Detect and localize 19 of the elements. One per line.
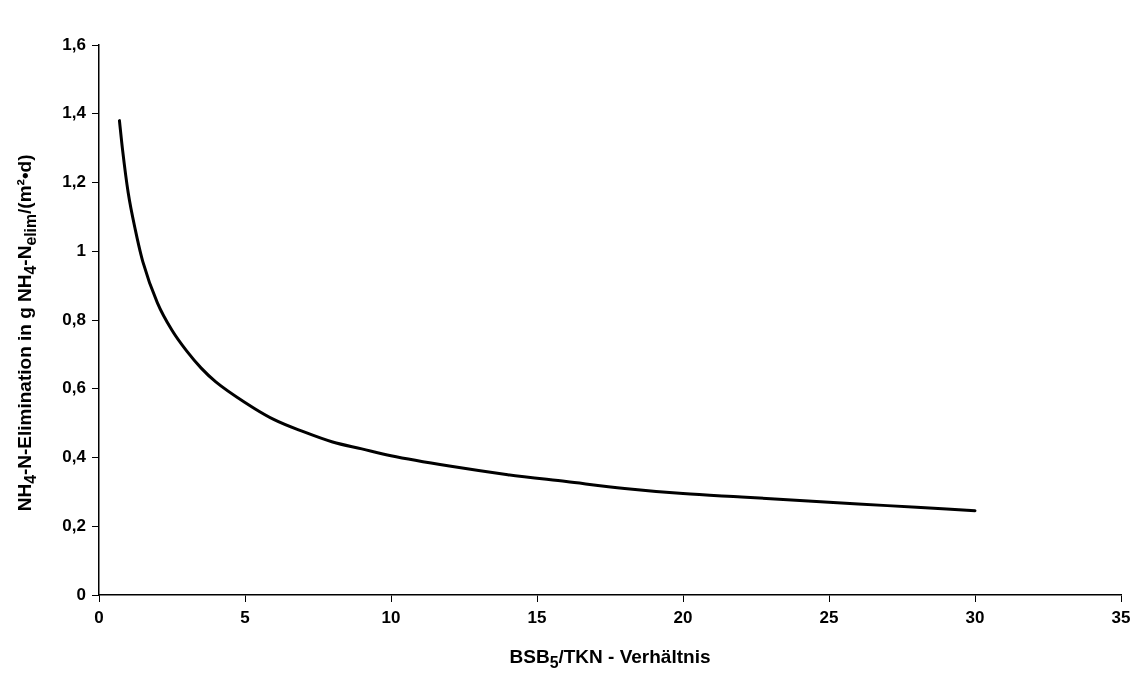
x-tick-label: 25 xyxy=(819,607,839,627)
x-tick-label: 30 xyxy=(965,607,985,627)
x-tick-label: 35 xyxy=(1111,607,1131,627)
y-tick-label: 0,8 xyxy=(62,309,86,329)
x-axis-title: BSB$_{5}$/TKN - Verhältnis xyxy=(508,646,712,672)
x-tick-label: 0 xyxy=(94,607,104,627)
y-tick-label: 0,2 xyxy=(62,515,86,535)
y-tick-label: 0 xyxy=(76,584,86,604)
line-series xyxy=(117,119,977,513)
y-tick-label: 0,6 xyxy=(62,378,86,398)
y-tick-label: 1 xyxy=(76,240,86,260)
y-tick-label: 1,2 xyxy=(62,172,86,192)
y-tick-label: 1,6 xyxy=(62,34,86,54)
y-tick-label: 0,4 xyxy=(62,447,87,467)
x-tick-label: 20 xyxy=(673,607,693,627)
x-tick-label: 15 xyxy=(527,607,547,627)
x-tick-label: 10 xyxy=(381,607,401,627)
x-tick-label: 5 xyxy=(240,607,250,627)
y-tick-label: 1,4 xyxy=(62,103,87,123)
